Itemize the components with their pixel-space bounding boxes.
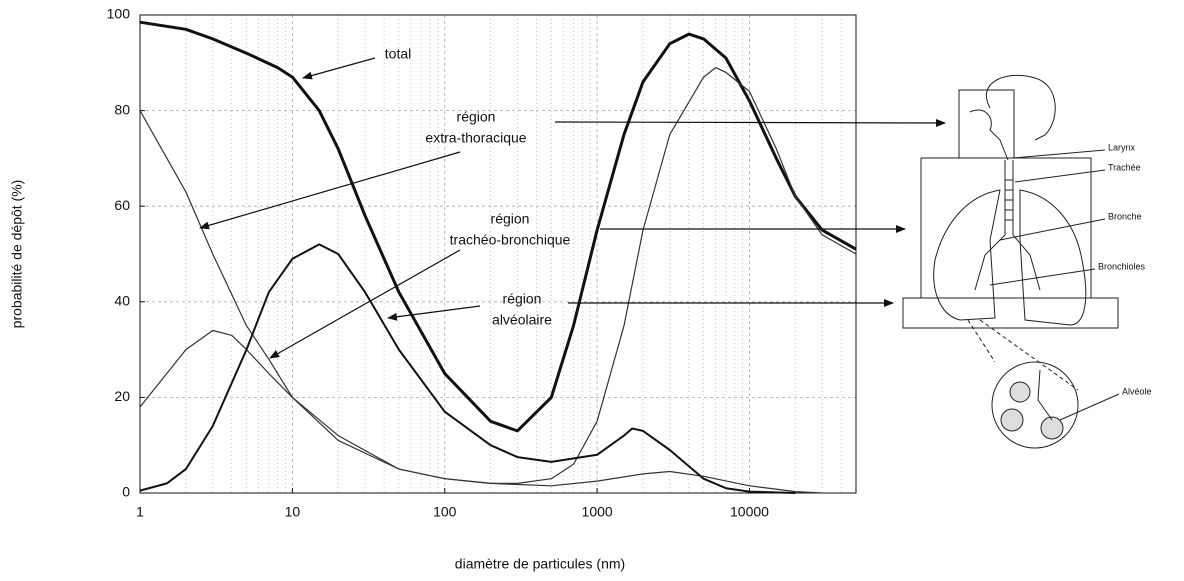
annotation-arrow [387, 305, 481, 321]
series-line [139, 329, 823, 494]
plot-frame [139, 14, 857, 494]
annotation-arrow [302, 57, 376, 80]
annotation: extra-thoracique [425, 130, 526, 146]
annotation-arrow [554, 118, 946, 127]
y-tick-label: 0 [122, 484, 130, 500]
annotation: région [457, 109, 496, 125]
illustration-label: Trachée [1108, 162, 1141, 172]
illustration-label: Bronche [1108, 211, 1142, 221]
y-tick-label: 80 [114, 101, 130, 117]
x-tick-label: 1000 [582, 504, 613, 520]
y-tick-label: 100 [107, 6, 131, 22]
x-tick-label: 1 [136, 504, 144, 520]
x-tick-label: 10 [285, 504, 301, 520]
x-tick-label: 100 [433, 504, 457, 520]
x-axis-label: diamètre de particules (nm) [455, 556, 625, 572]
annotation: région [491, 211, 530, 227]
label-leader [1014, 169, 1106, 183]
y-axis-label: probabilité de dépôt (%) [9, 180, 25, 329]
label-leader [1059, 393, 1120, 421]
series-line [139, 243, 796, 494]
illustration-label: Larynx [1108, 142, 1136, 152]
y-tick-label: 40 [114, 293, 130, 309]
annotation: région [503, 291, 542, 307]
annotation: trachéo-bronchique [450, 232, 571, 248]
x-tick-label: 10000 [730, 504, 769, 520]
annotation: total [385, 46, 411, 62]
anatomy-illustration [902, 74, 1119, 449]
y-tick-label: 20 [114, 388, 130, 404]
annotation-arrow [269, 249, 461, 359]
label-leader [989, 268, 1096, 286]
series-line [139, 67, 857, 484]
annotation: alvéolaire [492, 312, 552, 328]
illustration-label: Alvéole [1122, 386, 1152, 396]
y-tick-label: 60 [114, 197, 130, 213]
series-line [139, 20, 857, 433]
illustration-label: Bronchioles [1098, 261, 1146, 271]
label-leader [999, 218, 1106, 241]
label-leader [1012, 149, 1106, 159]
annotation-arrow [199, 151, 461, 230]
